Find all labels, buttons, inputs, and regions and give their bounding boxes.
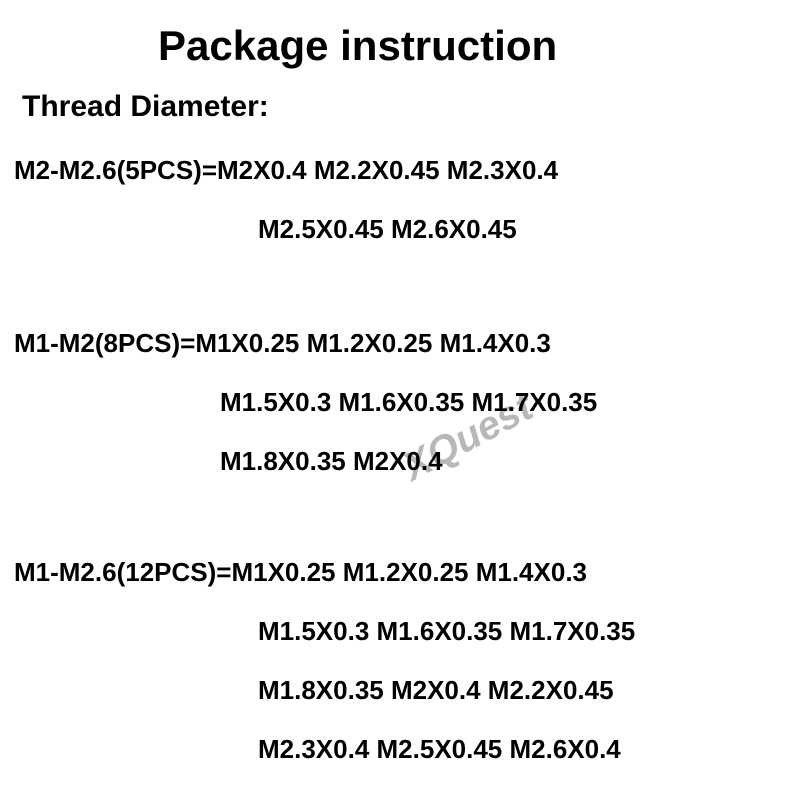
spec-line: M2.5X0.45 M2.6X0.45 (258, 214, 517, 245)
spec-line: M1-M2.6(12PCS)=M1X0.25 M1.2X0.25 M1.4X0.… (14, 557, 587, 588)
spec-line: M1.5X0.3 M1.6X0.35 M1.7X0.35 (258, 616, 635, 647)
spec-line: M1.5X0.3 M1.6X0.35 M1.7X0.35 (220, 387, 597, 418)
spec-line: M1-M2(8PCS)=M1X0.25 M1.2X0.25 M1.4X0.3 (14, 328, 551, 359)
page-title: Package instruction (158, 22, 557, 70)
section-subtitle: Thread Diameter: (22, 90, 269, 124)
spec-line: M2-M2.6(5PCS)=M2X0.4 M2.2X0.45 M2.3X0.4 (14, 155, 558, 186)
spec-line: M1.8X0.35 M2X0.4 M2.2X0.45 (258, 675, 614, 706)
spec-line: M1.8X0.35 M2X0.4 (220, 446, 443, 477)
spec-line: M2.3X0.4 M2.5X0.45 M2.6X0.4 (258, 734, 621, 765)
